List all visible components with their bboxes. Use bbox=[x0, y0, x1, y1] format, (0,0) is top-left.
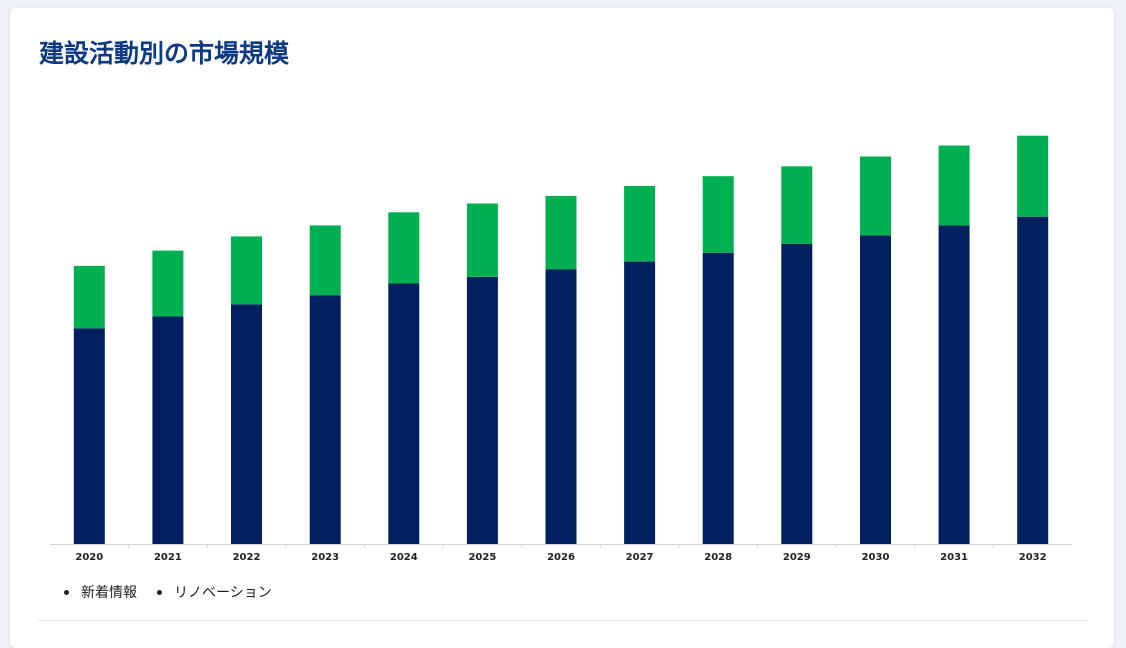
bar-segment-new-2025[interactable] bbox=[466, 276, 498, 544]
legend-item-new[interactable]: 新着情報 bbox=[64, 582, 137, 602]
x-tick-label: 2027 bbox=[626, 552, 654, 563]
x-tick-label: 2020 bbox=[75, 552, 103, 563]
x-tick-label: 2024 bbox=[390, 552, 418, 563]
bar-segment-renovation-2020[interactable] bbox=[73, 265, 105, 329]
x-tick-label: 2021 bbox=[154, 552, 182, 563]
legend-item-renovation[interactable]: リノベーション bbox=[157, 582, 272, 602]
bar-segment-renovation-2029[interactable] bbox=[781, 166, 813, 244]
bar-segment-renovation-2026[interactable] bbox=[545, 195, 577, 270]
bar-segment-renovation-2027[interactable] bbox=[624, 186, 656, 262]
bar-segment-renovation-2024[interactable] bbox=[388, 212, 420, 284]
bar-segment-new-2023[interactable] bbox=[309, 295, 341, 545]
bar-segment-new-2028[interactable] bbox=[702, 252, 734, 545]
bar-segment-renovation-2023[interactable] bbox=[309, 225, 341, 296]
divider bbox=[38, 620, 1088, 621]
x-tick-label: 2032 bbox=[1019, 552, 1047, 563]
x-tick-label: 2029 bbox=[783, 552, 811, 563]
bar-segment-new-2022[interactable] bbox=[231, 304, 262, 544]
page-title: 建設活動別の市場規模 bbox=[39, 39, 290, 68]
bar-segment-new-2024[interactable] bbox=[388, 283, 420, 545]
bar-segment-new-2027[interactable] bbox=[624, 261, 656, 544]
x-tick-label: 2028 bbox=[704, 552, 732, 563]
legend: 新着情報 リノベーション bbox=[64, 582, 272, 602]
legend-bullet-icon bbox=[64, 589, 69, 595]
x-tick-label: 2023 bbox=[311, 552, 339, 563]
bar-segment-renovation-2031[interactable] bbox=[938, 145, 970, 226]
chart-card: 建設活動別の市場規模 2020 2021 2022 2023 2024 2025 2026 2… bbox=[10, 8, 1114, 648]
bar-segment-renovation-2028[interactable] bbox=[702, 176, 734, 253]
x-tick-label: 2026 bbox=[547, 552, 575, 563]
bar-segment-renovation-2032[interactable] bbox=[1017, 135, 1049, 217]
bar-segment-renovation-2030[interactable] bbox=[860, 156, 891, 236]
bar-segment-renovation-2021[interactable] bbox=[152, 250, 184, 317]
bar-segment-new-2031[interactable] bbox=[938, 225, 970, 544]
stacked-bar-chart: 2020 2021 2022 2023 2024 2025 2026 2027 2028 2029… bbox=[50, 135, 1072, 563]
x-tick-label: 2030 bbox=[862, 552, 890, 563]
legend-label: 新着情報 bbox=[81, 585, 137, 601]
legend-label: リノベーション bbox=[174, 585, 272, 601]
bar-segment-new-2030[interactable] bbox=[860, 235, 891, 545]
bar-segment-new-2026[interactable] bbox=[545, 269, 577, 544]
x-tick-label: 2025 bbox=[468, 552, 496, 563]
bar-segment-new-2020[interactable] bbox=[73, 328, 105, 544]
bar-segment-renovation-2022[interactable] bbox=[231, 236, 262, 305]
legend-bullet-icon bbox=[157, 589, 162, 595]
bar-segment-new-2032[interactable] bbox=[1017, 216, 1049, 544]
x-tick-label: 2022 bbox=[233, 552, 261, 563]
bar-segment-renovation-2025[interactable] bbox=[466, 203, 498, 277]
x-tick-label: 2031 bbox=[940, 552, 968, 563]
bar-segment-new-2021[interactable] bbox=[152, 316, 184, 544]
bar-segment-new-2029[interactable] bbox=[781, 244, 813, 544]
